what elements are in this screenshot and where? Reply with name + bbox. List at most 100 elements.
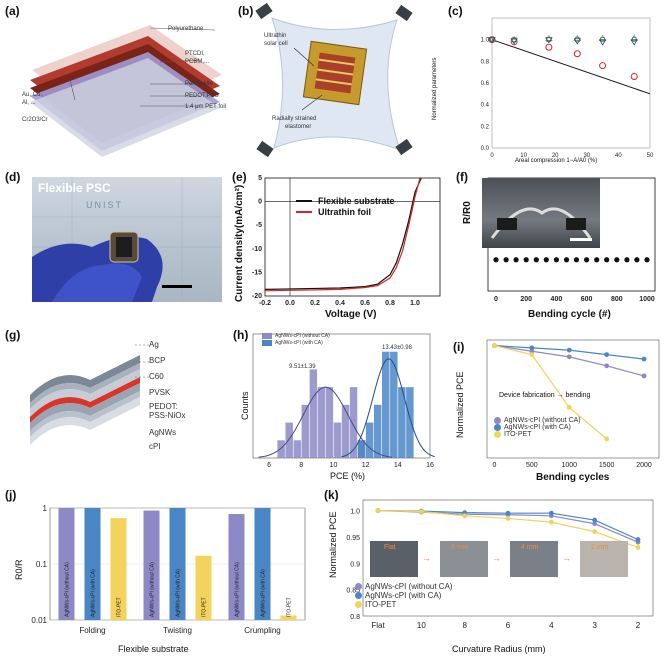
e-legend-flexible: Flexible substrate xyxy=(318,196,395,206)
chart-k: Flat 10 8 6 4 3 2 0.8 0.85 0.9 0.95 1.0 xyxy=(346,499,654,630)
j-category-label: Twisting xyxy=(163,626,192,635)
e-ytick: -15 xyxy=(252,269,262,276)
i-point xyxy=(566,347,572,353)
i-point xyxy=(566,405,572,410)
j-bar xyxy=(58,508,75,620)
h-bar xyxy=(349,387,358,458)
g-layer-ag: Ag xyxy=(149,340,159,349)
panel-label-j: (j) xyxy=(5,488,17,502)
h-bar xyxy=(398,387,406,458)
c-ytick: 0.4 xyxy=(481,103,490,109)
i-xlabel: Bending cycles xyxy=(536,472,610,483)
device-stack-illustration xyxy=(30,25,222,157)
e-xtick: -0.2 xyxy=(259,300,271,307)
ultrathin-label: Ultrathin xyxy=(264,33,287,39)
i-point xyxy=(604,363,610,369)
f-ylabel: R/R0 xyxy=(462,201,473,224)
k-legend-ito: ITO-PET xyxy=(365,600,397,609)
k-inset-2mm: 2 mm xyxy=(580,541,628,577)
h-bar xyxy=(390,351,398,458)
k-inset-8mm: 8 mm xyxy=(440,541,488,577)
e-ytick: 5 xyxy=(258,175,262,182)
h-bar xyxy=(301,404,310,458)
j-bar xyxy=(110,518,127,620)
chart-c: 0 10 20 30 40 50 0.0 0.2 0.4 0.6 0.8 1.0 xyxy=(481,17,654,159)
i-legend-without: AgNWs-cPI (without CA) xyxy=(504,417,581,424)
f-point xyxy=(503,257,509,263)
j-xlabel: Flexible substrate xyxy=(118,644,189,654)
panel-label-h: (h) xyxy=(233,328,249,342)
h-bar xyxy=(325,387,334,458)
e-xtick: 0.6 xyxy=(360,300,370,307)
f-point xyxy=(634,257,640,263)
c-xtick: 20 xyxy=(552,153,559,159)
k-point xyxy=(592,529,598,535)
h-xtick: 12 xyxy=(362,462,370,469)
c-point xyxy=(573,50,581,58)
j-bar-label: ITO-PET xyxy=(287,597,293,617)
i-series-line xyxy=(494,345,608,440)
c-ytick: 0.8 xyxy=(481,59,490,65)
k-point xyxy=(592,517,598,523)
c-point xyxy=(545,34,553,41)
j-bar-label: ITO-PET xyxy=(202,597,208,617)
h-fit-curve xyxy=(258,386,393,458)
j-bar-label: AgNWs-cPI (without CA) xyxy=(65,562,71,617)
chart-e: -0.2 0.0 0.2 0.4 0.6 0.8 1.0 -20 -15 -10 -5 0 5 xyxy=(252,175,441,307)
f-point xyxy=(553,257,559,263)
k-point xyxy=(548,510,554,516)
c-point xyxy=(511,37,517,42)
k-inset-4mm: 4 mm xyxy=(510,541,558,577)
i-legend-ito: ITO-PET xyxy=(504,431,532,438)
e-legend-foil: Ultrathin foil xyxy=(318,207,371,217)
k-legend-without: AgNWs-cPI (without CA) xyxy=(365,582,453,591)
c-point xyxy=(546,37,552,42)
i-legend-with: AgNWs-cPI (with CA) xyxy=(504,424,571,431)
h-legend-without: AgNWs-cPI (without CA) xyxy=(275,333,330,339)
i-xtick: 1000 xyxy=(561,462,577,469)
c-ylabel: Normalized parameters xyxy=(432,57,438,120)
h-annot-with: 13.43±0.98 xyxy=(382,345,412,351)
c-point xyxy=(630,34,638,41)
k-xtick: Flat xyxy=(371,621,385,630)
i-point xyxy=(529,345,535,351)
chart-j: 0.01 0.1 1 Folding AgNWs-cPI (without CA) AgN… xyxy=(31,504,306,635)
j-bar xyxy=(280,615,297,620)
layer-label-pcbm: PCBM,... xyxy=(185,59,210,65)
f-point xyxy=(584,257,590,263)
g-layer-c60: C60 xyxy=(149,372,164,381)
h-bar xyxy=(309,369,318,458)
h-bar xyxy=(365,422,374,458)
stretched-elastomer-illustration xyxy=(255,2,413,158)
k-legend: AgNWs-cPI (without CA) AgNWs-cPI (with C… xyxy=(355,582,453,609)
h-xlabel: PCE (%) xyxy=(330,471,366,481)
k-point xyxy=(635,545,641,550)
f-point xyxy=(604,257,610,263)
j-category-label: Crumpling xyxy=(244,626,280,635)
e-ytick: -5 xyxy=(256,222,262,229)
k-legend-with: AgNWs-cPI (with CA) xyxy=(365,591,442,600)
c-point xyxy=(631,37,637,42)
k-xtick: 2 xyxy=(636,621,641,630)
e-frame xyxy=(264,177,441,297)
c-point xyxy=(598,39,607,46)
j-bar-label: AgNWs-cPI (with CA) xyxy=(261,569,267,617)
c-point xyxy=(575,37,580,42)
panel-label-e: (e) xyxy=(232,170,247,184)
elastomer-label-2: elastomer xyxy=(285,124,312,130)
h-bar xyxy=(373,404,382,458)
g-layer-pss-niox: PSS-NiOx xyxy=(149,411,186,420)
panel-label-k: (k) xyxy=(324,488,339,502)
j-bar-label: AgNWs-cPI (with CA) xyxy=(91,569,97,617)
j-ylabel: R0/R xyxy=(14,559,24,580)
k-xtick: 10 xyxy=(417,621,426,630)
f-xtick: 200 xyxy=(520,296,532,303)
c-ytick: 0.0 xyxy=(481,146,490,152)
c-xtick: 50 xyxy=(647,153,654,159)
layer-label-polyurethane: Polyurethane xyxy=(168,26,204,32)
i-ylabel: Normalized PCE xyxy=(455,371,465,438)
h-bar xyxy=(406,387,414,458)
k-ytick: 0.9 xyxy=(350,561,360,568)
i-point xyxy=(604,352,610,358)
panel-label-i: (i) xyxy=(453,340,465,354)
